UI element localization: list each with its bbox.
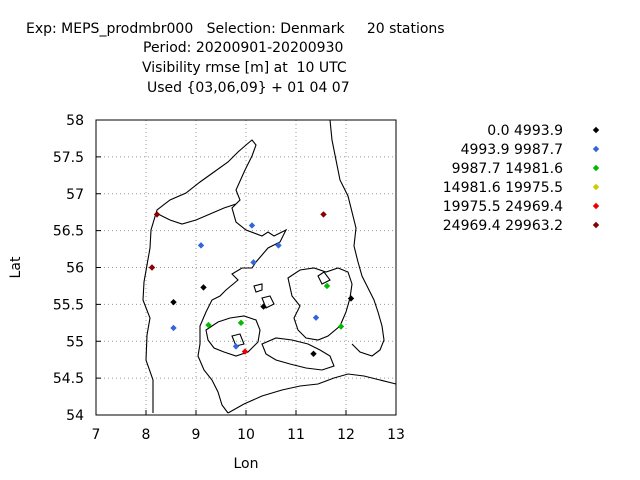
legend-marker	[592, 202, 600, 210]
x-tick-label: 10	[237, 427, 255, 443]
title-line-3: Visibility rmse [m] at 10 UTC	[142, 60, 347, 76]
x-tick-label: 12	[337, 427, 355, 443]
y-tick-label: 57	[66, 187, 84, 203]
y-tick-label: 57.5	[53, 150, 84, 166]
legend-marker	[592, 164, 600, 172]
data-points	[148, 211, 355, 357]
y-tick-label: 55	[66, 334, 84, 350]
data-point	[197, 242, 205, 249]
legend: 0.0 4993.9 4993.9 9987.7 9987.7 14981.6 149…	[443, 123, 600, 234]
legend-label: 4993.9 9987.7	[461, 142, 563, 158]
data-point	[248, 222, 256, 229]
x-tick-label: 11	[287, 427, 305, 443]
title-line-4: Used {03,06,09} + 01 04 07	[147, 80, 350, 96]
data-point	[320, 211, 327, 218]
data-point	[323, 282, 331, 290]
x-tick-label: 9	[192, 427, 201, 443]
data-point	[200, 284, 207, 291]
y-tick-label: 56.5	[53, 224, 84, 240]
y-tick-label: 54.5	[53, 371, 84, 387]
legend-marker	[592, 183, 600, 191]
data-point	[347, 295, 355, 302]
data-point	[232, 343, 240, 350]
legend-label: 9987.7 14981.6	[452, 161, 563, 177]
legend-marker	[592, 126, 600, 134]
data-point	[337, 323, 345, 330]
y-tick-labels: 54 54.5 55 55.5 56 56.5 57 57.5 58	[53, 113, 84, 424]
plot-frame	[95, 119, 397, 416]
data-point	[275, 242, 282, 249]
x-tick-label: 7	[92, 427, 101, 443]
y-tick-label: 58	[66, 113, 84, 129]
x-tick-label: 13	[387, 427, 405, 443]
y-axis-label: Lat	[8, 256, 24, 278]
y-tick-label: 55.5	[53, 297, 84, 313]
title-line-1: Exp: MEPS_prodmbr000 Selection: Denmark …	[26, 21, 445, 37]
data-point	[312, 314, 320, 321]
legend-label: 19975.5 24969.4	[443, 199, 563, 215]
data-point	[237, 319, 245, 327]
coastline-map	[142, 119, 397, 414]
title-line-2: Period: 20200901-20200930	[143, 40, 344, 56]
data-point	[148, 264, 156, 271]
data-point	[205, 321, 212, 329]
y-tick-label: 56	[66, 261, 84, 277]
legend-marker	[592, 145, 600, 153]
data-point	[310, 350, 317, 357]
y-tick-label: 54	[66, 408, 84, 424]
x-tick-labels: 7 8 9 10 11 12 13	[92, 427, 405, 443]
legend-label: 24969.4 29963.2	[443, 218, 563, 234]
data-point	[170, 298, 177, 306]
data-point	[241, 348, 249, 355]
legend-marker	[592, 221, 600, 229]
x-axis-label: Lon	[234, 456, 259, 472]
data-point	[250, 259, 257, 266]
data-point	[153, 211, 161, 218]
x-tick-label: 8	[142, 427, 151, 443]
data-point	[170, 324, 177, 332]
legend-label: 14981.6 19975.5	[443, 180, 563, 196]
data-point	[260, 303, 267, 310]
legend-label: 0.0 4993.9	[487, 123, 563, 139]
